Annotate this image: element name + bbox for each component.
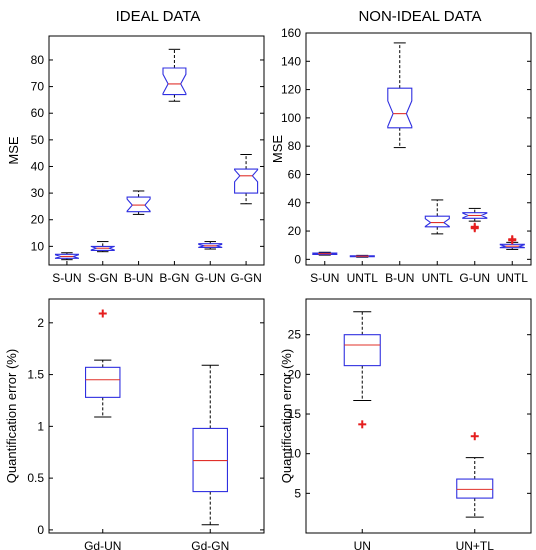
box-body [90,245,115,251]
y-axis-label: MSE [6,136,21,165]
box-body [54,253,79,259]
y-tick-label: 20 [288,367,302,381]
panel-nonideal-mse: 0 20 40 60 80 100 120 140 160 MSE S-UN UNTL B-UN UNTL… [270,26,532,285]
panel-ideal-mse: 10 20 30 40 50 60 70 80 MSE S-UN S-GN B-UN B-GN G-UN G… [6,35,265,285]
y-tick-label: 10 [288,447,302,461]
y-tick-label: 40 [31,159,45,173]
x-tick-label: B-GN [159,271,189,285]
y-tick-label: 140 [281,54,301,68]
box-body [312,252,338,255]
y-tick-label: 160 [281,26,301,40]
title-non-ideal-data: NON-IDEAL DATA [358,8,481,25]
x-tick-label: Gd-UN [84,539,121,550]
plot-frame [305,298,532,534]
box-b-gn [162,48,187,102]
panel-nonideal-quantification: 5 10 15 20 25 Quantification error (%) UN UN+TL [279,298,532,550]
y-tick-label: 0.5 [27,471,44,485]
x-tick-label: UNTL [347,271,379,285]
x-tick-label: G-GN [230,271,261,285]
y-tick-label: 20 [31,213,45,227]
x-tick-label: B-UN [385,271,414,285]
y-tick-label: 20 [288,224,302,238]
outlier-marker [98,309,107,318]
x-tick-label: S-UN [310,271,339,285]
y-axis-label: MSE [270,135,285,164]
y-tick-label: 1.5 [27,368,44,382]
box-untl [424,199,450,235]
outlier-marker [470,432,479,441]
box-body [126,196,151,213]
y-tick-label: 0 [294,252,301,266]
box-g-un [198,241,223,250]
y-tick-label: 80 [31,53,45,67]
box-body [198,243,223,248]
box-b-un [126,190,151,215]
y-tick-label: 1 [37,419,44,433]
plot-frame [305,32,532,266]
y-axis-label: Quantification error (%) [279,349,294,483]
box-g-un [462,207,488,233]
box-untl [499,235,525,250]
x-tick-label: S-UN [52,271,81,285]
y-tick-label: 60 [288,167,302,181]
box-b-un [387,42,413,149]
y-axis-label: Quantification error (%) [4,349,19,483]
box-gd-gn [192,364,229,526]
y-tick-label: 5 [294,486,301,500]
y-tick-label: 40 [288,196,302,210]
x-tick-label: G-UN [459,271,490,285]
box-gd-un [85,309,121,418]
outlier-marker [358,420,367,429]
x-tick-label: S-GN [88,271,118,285]
box-untl [349,254,375,258]
y-tick-label: 15 [288,407,302,421]
y-tick-label: 25 [288,328,302,342]
box-body [234,168,259,194]
y-tick-label: 80 [288,139,302,153]
plot-frame [48,35,265,266]
y-tick-label: 50 [31,133,45,147]
outlier-marker [508,235,517,244]
plot-frame [48,298,265,534]
box-s-un [312,251,338,256]
y-tick-label: 120 [281,83,301,97]
x-tick-label: UN+TL [456,539,495,550]
box-body [343,334,381,367]
y-tick-label: 30 [31,186,45,200]
y-tick-label: 10 [31,239,45,253]
x-tick-label: B-UN [124,271,153,285]
box-body [499,243,525,249]
box-un [343,311,381,429]
box-body [462,212,488,219]
panel-ideal-quantification: 0 0.5 1 1.5 2 Quantification error (%) Gd-UN Gd… [4,298,265,550]
box-body [387,87,413,129]
y-tick-label: 0 [37,523,44,537]
box-body [85,366,121,398]
y-tick-label: 60 [31,106,45,120]
box-body [424,215,450,228]
y-tick-label: 2 [37,316,44,330]
box-body [456,478,494,499]
x-tick-label: UNTL [497,271,529,285]
x-tick-label: UN [354,539,371,550]
y-tick-label: 100 [281,111,301,125]
x-tick-label: Gd-GN [191,539,229,550]
box-s-un [54,252,79,261]
title-ideal-data: IDEAL DATA [116,8,201,25]
box-body [349,255,375,258]
box-body [162,67,187,96]
box-g-gn [234,153,259,205]
outlier-marker [470,224,479,233]
box-s-gn [90,241,115,253]
y-tick-label: 70 [31,80,45,94]
x-tick-label: UNTL [422,271,454,285]
x-tick-label: G-UN [195,271,226,285]
box-un+tl [456,432,494,518]
